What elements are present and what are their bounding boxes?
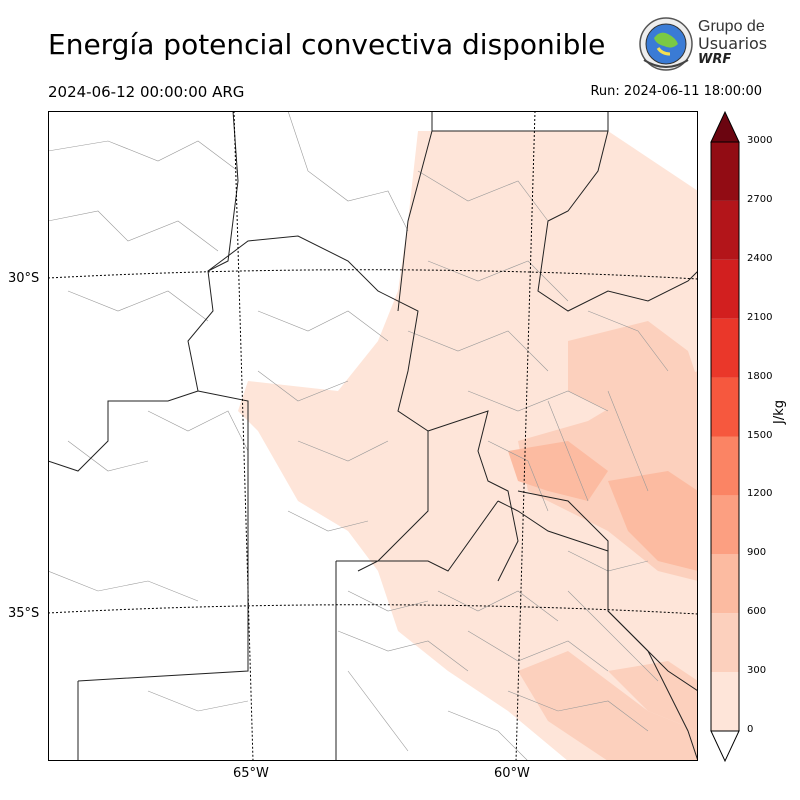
colorbar-tick-label: 2400: [747, 252, 773, 264]
colorbar-tick-label: 1200: [747, 488, 773, 500]
lon-label-65w: 65°W: [233, 766, 269, 781]
cape-map: [48, 111, 698, 761]
colorbar-tick-label: 0: [747, 724, 754, 735]
colorbar-bin: [711, 672, 739, 731]
department-boundaries: [48, 111, 669, 761]
colorbar-bin: [711, 554, 739, 614]
colorbar-tick-label: 300: [747, 665, 767, 677]
colorbar-bottom-arrow: [710, 730, 740, 763]
colorbar-tick-label: 2100: [747, 311, 773, 323]
colorbar-bin: [711, 495, 739, 555]
colorbar-bin: [711, 613, 739, 673]
colorbar-tick-label: 900: [747, 547, 767, 559]
chart-title: Energía potencial convectiva disponible: [48, 28, 606, 61]
lat-label-30s: 30°S: [8, 271, 40, 286]
province-boundaries: [48, 111, 698, 761]
colorbar-unit: J/kg: [772, 400, 787, 424]
graticule: [48, 111, 698, 761]
wrf-users-logo: Grupo de Usuarios WRF: [638, 16, 768, 72]
logo-line-3: WRF: [698, 52, 732, 67]
colorbar-tick-label: 3000: [747, 135, 773, 146]
lat-label-35s: 35°S: [8, 606, 40, 621]
colorbar-bin: [711, 259, 739, 319]
colorbar: [710, 110, 740, 763]
colorbar-bin: [711, 142, 739, 201]
colorbar-bin: [711, 377, 739, 437]
cape-shading: [238, 131, 698, 761]
valid-time: 2024-06-12 00:00:00 ARG: [48, 83, 245, 101]
colorbar-bin: [711, 436, 739, 496]
colorbar-tick-label: 1500: [747, 429, 773, 441]
colorbar-tick-label: 1800: [747, 370, 773, 382]
colorbar-tick-label: 600: [747, 606, 767, 618]
colorbar-top-arrow: [710, 110, 740, 143]
lon-label-60w: 60°W: [494, 766, 530, 781]
run-time: Run: 2024-06-11 18:00:00: [590, 84, 762, 99]
logo-line-2: Usuarios: [698, 34, 768, 53]
globe-seal-icon: [639, 17, 693, 71]
colorbar-bin: [711, 200, 739, 260]
logo-line-1: Grupo de: [698, 18, 765, 35]
colorbar-tick-label: 2700: [747, 193, 773, 205]
colorbar-bin: [711, 318, 739, 378]
